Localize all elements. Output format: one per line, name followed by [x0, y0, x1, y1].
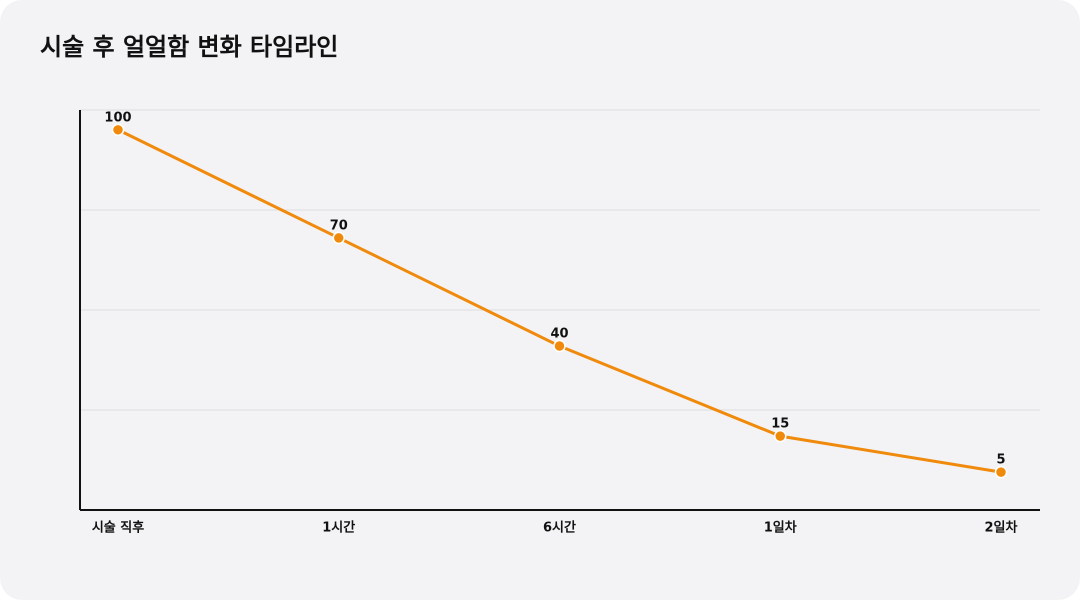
point — [774, 429, 787, 443]
data-label: 70 — [330, 218, 348, 233]
x-tick-label: 1일차 — [764, 520, 797, 536]
data-label: 5 — [996, 453, 1005, 468]
x-tick-label: 6시간 — [543, 520, 576, 536]
x-tick-label: 시술 직후 — [92, 520, 144, 536]
point — [111, 123, 125, 137]
data-label: 100 — [104, 110, 131, 125]
series-line — [117, 128, 1002, 474]
chart-title: 시술 후 얼얼함 변화 타임라인 — [40, 33, 338, 61]
point — [553, 339, 566, 353]
point — [994, 465, 1008, 479]
point — [332, 231, 345, 245]
data-label: 40 — [550, 327, 568, 342]
x-tick-label: 1시간 — [322, 520, 355, 536]
x-tick-label: 2일차 — [985, 520, 1018, 536]
data-label: 15 — [771, 417, 789, 432]
